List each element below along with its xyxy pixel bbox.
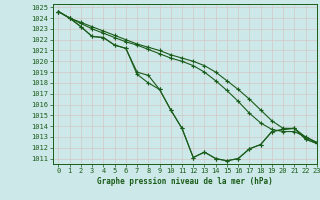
- X-axis label: Graphe pression niveau de la mer (hPa): Graphe pression niveau de la mer (hPa): [97, 177, 273, 186]
